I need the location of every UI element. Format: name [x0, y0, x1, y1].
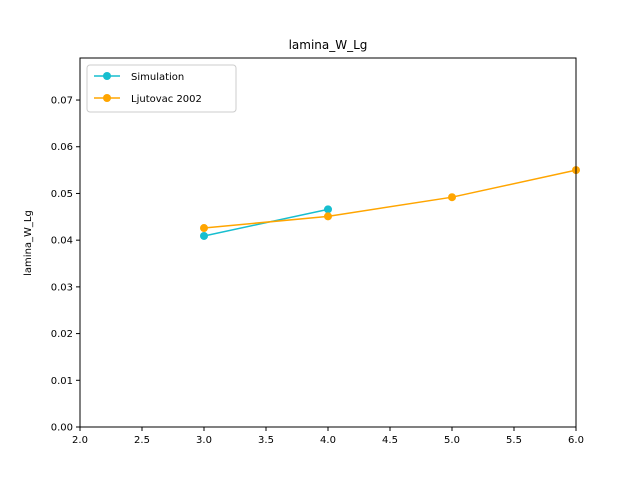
- y-tick-label: 0.06: [51, 142, 73, 153]
- legend: Simulation Ljutovac 2002: [86, 64, 237, 113]
- y-tick-label: 0.02: [51, 329, 73, 340]
- chart-title: lamina_W_Lg: [289, 38, 368, 52]
- y-tick-label: 0.00: [51, 423, 73, 434]
- data-point: [324, 205, 332, 214]
- x-tick-label: 6.0: [568, 435, 584, 446]
- x-tick-label: 3.5: [258, 435, 274, 446]
- legend-swatch-marker: [103, 94, 111, 102]
- series-line: [203, 169, 577, 229]
- data-point: [448, 193, 456, 202]
- y-tick-label: 0.03: [51, 282, 73, 293]
- legend-box: [86, 64, 237, 113]
- x-tick-label: 2.0: [72, 435, 88, 446]
- plot-series: [200, 166, 580, 240]
- plot-frame: [79, 57, 577, 428]
- y-axis-label: lamina_W_Lg: [23, 210, 34, 276]
- data-point: [324, 212, 332, 221]
- x-tick-label: 3.0: [196, 435, 212, 446]
- data-point: [200, 224, 208, 233]
- y-tick-label: 0.01: [51, 376, 73, 387]
- x-tick-label: 5.0: [444, 435, 460, 446]
- y-tick-label: 0.05: [51, 189, 73, 200]
- legend-swatch-marker: [103, 72, 111, 80]
- x-tick-label: 2.5: [134, 435, 150, 446]
- y-tick-label: 0.07: [51, 96, 73, 107]
- x-tick-label: 5.5: [506, 435, 522, 446]
- x-tick-label: 4.0: [320, 435, 336, 446]
- y-axis: 0.00 0.01 0.02 0.03 0.04 0.05 0.06 0.07: [51, 96, 80, 434]
- legend-entry-label: Simulation: [131, 72, 184, 83]
- x-axis: 2.0 2.5 3.0 3.5 4.0 4.5 5.0 5.5 6.0: [72, 427, 584, 446]
- legend-entry-label: Ljutovac 2002: [131, 94, 202, 105]
- x-tick-label: 4.5: [382, 435, 398, 446]
- data-point: [200, 231, 208, 240]
- y-tick-label: 0.04: [51, 236, 73, 247]
